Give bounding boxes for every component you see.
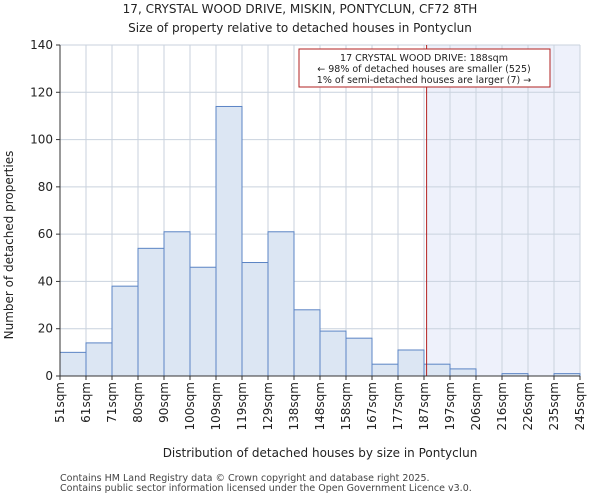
x-tick-label: 245sqm <box>573 382 587 430</box>
bar-71sqm <box>111 285 139 377</box>
bar-197sqm <box>449 368 477 377</box>
bar-167sqm <box>371 363 399 377</box>
bar-61sqm <box>85 342 113 377</box>
y-tick-label: 80 <box>38 180 53 194</box>
x-tick-label: 206sqm <box>469 382 483 430</box>
bar-158sqm <box>345 337 373 377</box>
x-tick-label: 187sqm <box>417 382 431 430</box>
x-tick-label: 226sqm <box>521 382 535 430</box>
x-tick-label: 71sqm <box>105 382 119 423</box>
annotation-box: 17 CRYSTAL WOOD DRIVE: 188sqm ← 98% of d… <box>298 48 551 88</box>
x-tick-label: 119sqm <box>235 382 249 430</box>
x-tick-label: 109sqm <box>209 382 223 430</box>
y-tick-label: 100 <box>30 133 53 147</box>
y-tick-label: 40 <box>38 274 53 288</box>
bar-138sqm <box>293 309 321 377</box>
y-tick-label: 0 <box>45 369 53 383</box>
annotation-line-2: ← 98% of detached houses are smaller (52… <box>317 64 530 75</box>
x-tick-label: 148sqm <box>313 382 327 430</box>
x-tick-label: 51sqm <box>53 382 67 423</box>
bar-187sqm <box>423 363 451 377</box>
x-tick-label: 235sqm <box>547 382 561 430</box>
bar-109sqm <box>215 105 243 377</box>
y-axis-label: Number of detached properties <box>2 151 16 340</box>
x-tick-label: 100sqm <box>183 382 197 430</box>
x-tick-label: 80sqm <box>131 382 145 423</box>
bar-100sqm <box>189 266 217 377</box>
footer-line-1: Contains HM Land Registry data © Crown c… <box>60 473 430 484</box>
bar-148sqm <box>319 330 347 377</box>
annotation-line-3: 1% of semi-detached houses are larger (7… <box>317 75 531 86</box>
chart-title-line-2: Size of property relative to detached ho… <box>128 21 472 35</box>
bar-90sqm <box>163 231 191 377</box>
x-tick-labels: 51sqm 61sqm 71sqm 80sqm 90sqm 100sqm 109sqm 119… <box>53 376 587 430</box>
y-tick-label: 140 <box>30 38 53 52</box>
x-tick-label: 216sqm <box>495 382 509 430</box>
x-tick-label: 167sqm <box>365 382 379 430</box>
x-tick-label: 177sqm <box>391 382 405 430</box>
y-tick-labels: 0 20 40 60 80 100 120 140 <box>30 38 60 383</box>
bar-129sqm <box>267 231 295 377</box>
x-tick-label: 138sqm <box>287 382 301 430</box>
footer-line-2: Contains public sector information licen… <box>60 483 472 494</box>
bar-119sqm <box>241 262 269 377</box>
y-tick-label: 20 <box>38 322 53 336</box>
y-tick-label: 120 <box>30 85 53 99</box>
bar-51sqm <box>59 351 87 377</box>
x-tick-label: 61sqm <box>79 382 93 423</box>
x-axis-label: Distribution of detached houses by size … <box>163 446 478 460</box>
annotation-line-1: 17 CRYSTAL WOOD DRIVE: 188sqm <box>340 53 508 64</box>
x-tick-label: 129sqm <box>261 382 275 430</box>
x-tick-label: 90sqm <box>157 382 171 423</box>
x-tick-label: 197sqm <box>443 382 457 430</box>
x-tick-label: 158sqm <box>339 382 353 430</box>
y-tick-label: 60 <box>38 227 53 241</box>
bar-80sqm <box>137 247 165 377</box>
chart-title-line-1: 17, CRYSTAL WOOD DRIVE, MISKIN, PONTYCLU… <box>123 2 478 16</box>
bar-177sqm <box>397 349 425 377</box>
bars <box>59 105 581 377</box>
